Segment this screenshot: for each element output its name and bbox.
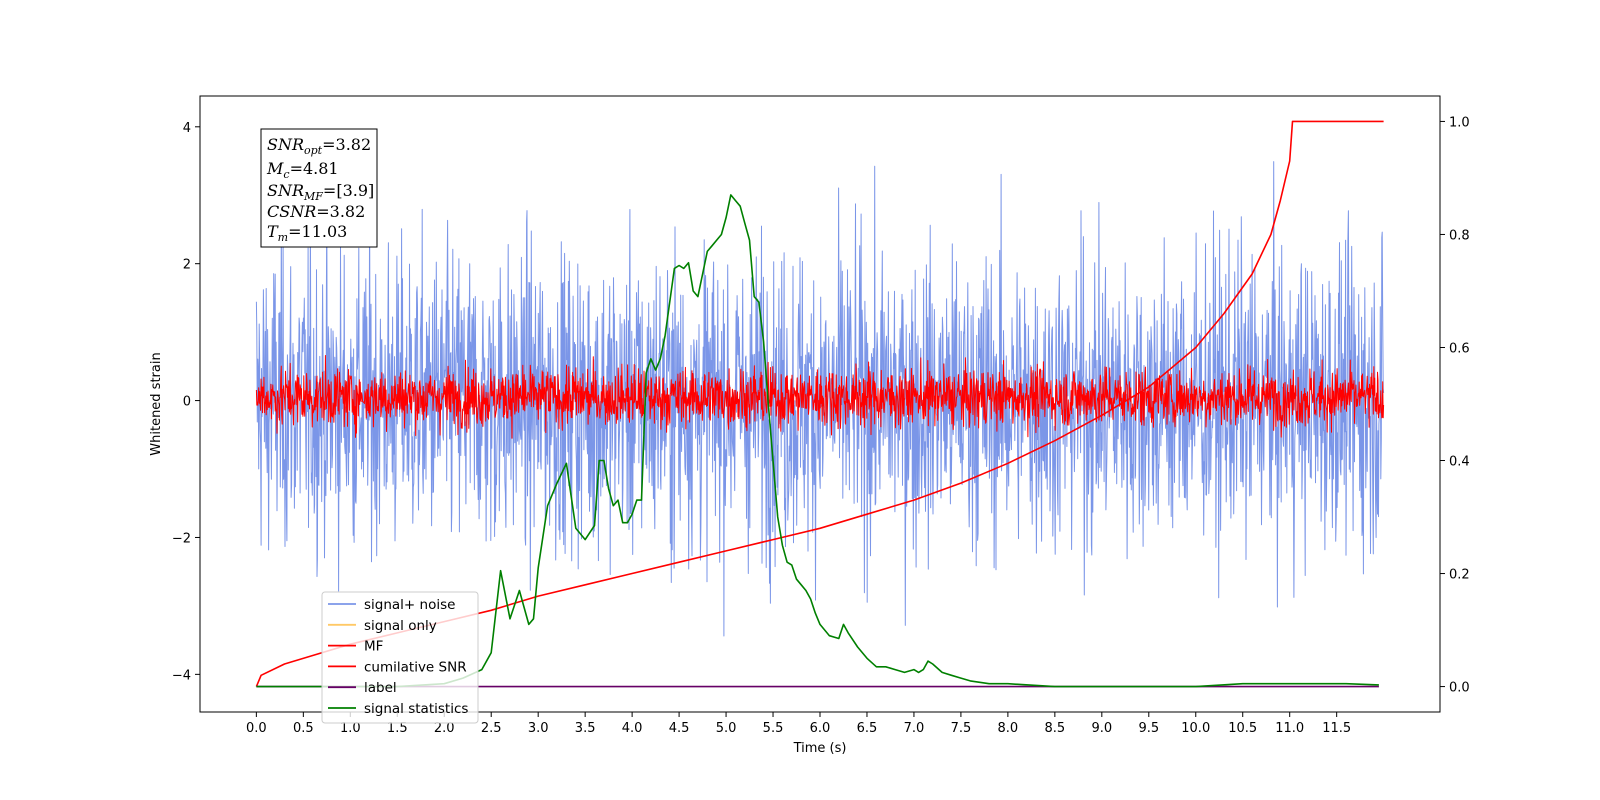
series-signal-statistics (256, 194, 1379, 688)
y-tick-label: 4 (183, 121, 191, 136)
series-signal-noise (255, 161, 1385, 637)
x-tick-label: 9.5 (1138, 721, 1159, 736)
x-tick-label: 3.5 (575, 721, 596, 736)
x-tick-label: 0.5 (293, 721, 314, 736)
y2-tick-label: 0.4 (1449, 455, 1470, 470)
y-tick-label: −4 (172, 668, 191, 683)
annotation-snr-opt: SNRopt=3.82 (267, 135, 371, 157)
x-tick-label: 3.0 (528, 721, 549, 736)
x-tick-label: 4.5 (669, 721, 690, 736)
x-tick-label: 11.0 (1275, 721, 1304, 736)
y2-tick-label: 0.8 (1449, 228, 1470, 243)
x-tick-label: 2.5 (481, 721, 502, 736)
series-mf (255, 355, 1385, 439)
x-tick-label: 11.5 (1322, 721, 1351, 736)
annotation-csnr: CSNR=3.82 (267, 202, 365, 221)
legend-label: signal statistics (364, 701, 468, 717)
x-tick-label: 6.0 (810, 721, 831, 736)
y-axis-label: Whitened strain (149, 352, 164, 455)
x-tick-label: 1.5 (387, 721, 408, 736)
y-axis-left: −4 −2 0 2 4 (172, 121, 200, 683)
legend-label: signal only (364, 618, 437, 634)
x-tick-label: 0.0 (246, 721, 267, 736)
x-tick-label: 6.5 (857, 721, 878, 736)
annotation-tm: Tm=11.03 (267, 222, 347, 244)
x-tick-label: 5.5 (763, 721, 784, 736)
x-tick-label: 5.0 (716, 721, 737, 736)
annotation-snr-mf: SNRMF=[3.9] (267, 181, 374, 203)
legend-label: signal+ noise (364, 597, 455, 613)
x-tick-label: 10.0 (1181, 721, 1210, 736)
x-tick-label: 7.5 (951, 721, 972, 736)
annotation-mc: Mc=4.81 (266, 159, 339, 181)
y2-tick-label: 0.6 (1449, 341, 1470, 356)
legend: signal+ noise signal only MF cumilative SNR… (321, 591, 479, 724)
y-axis-right: 0.0 0.2 0.4 0.6 0.8 1.0 (1440, 115, 1470, 696)
x-tick-label: 8.0 (998, 721, 1019, 736)
x-tick-label: 7.0 (904, 721, 925, 736)
x-axis-label: Time (s) (793, 741, 847, 756)
y2-tick-label: 0.2 (1449, 568, 1470, 583)
y-tick-label: −2 (172, 531, 191, 546)
y2-tick-label: 0.0 (1449, 681, 1470, 696)
x-tick-label: 10.5 (1228, 721, 1257, 736)
legend-frame (321, 591, 479, 724)
y-tick-label: 0 (183, 395, 191, 410)
annotation-box: SNRopt=3.82 Mc=4.81 SNRMF=[3.9] CSNR=3.8… (260, 128, 378, 248)
legend-label: label (364, 680, 397, 696)
x-tick-label: 4.0 (622, 721, 643, 736)
x-tick-label: 8.5 (1045, 721, 1066, 736)
y2-tick-label: 1.0 (1449, 115, 1470, 130)
x-tick-label: 2.0 (434, 721, 455, 736)
x-tick-label: 1.0 (340, 721, 361, 736)
x-axis: 0.0 0.5 1.0 1.5 2.0 2.5 3.0 3.5 4.0 4.5 5.0 5.5 6.0 6… (246, 712, 1351, 736)
legend-label: MF (364, 639, 383, 655)
x-tick-label: 9.0 (1091, 721, 1112, 736)
y-tick-label: 2 (183, 258, 191, 273)
legend-label: cumilative SNR (364, 659, 467, 675)
